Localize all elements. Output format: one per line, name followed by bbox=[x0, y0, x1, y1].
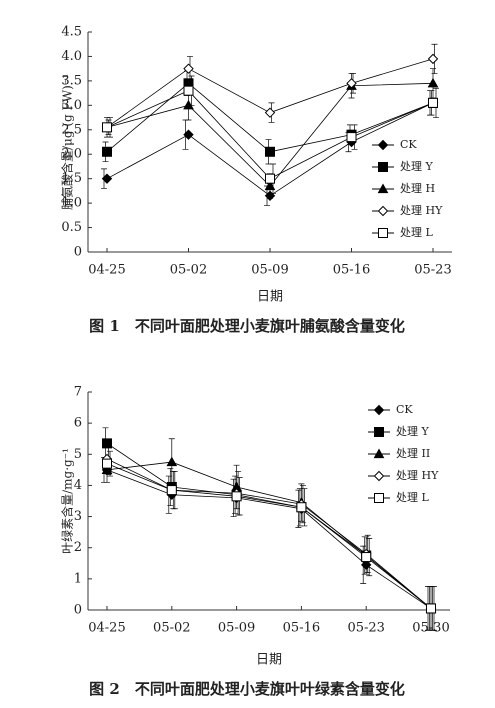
marker bbox=[183, 99, 194, 110]
y-tick-label: 0.5 bbox=[61, 220, 82, 235]
y-tick-label: 2.5 bbox=[61, 122, 82, 137]
legend-label: 处理 HY bbox=[396, 469, 439, 482]
caption: 图 1 不同叶面肥处理小麦旗叶脯氨酸含量变化 bbox=[89, 317, 405, 335]
y-tick-label: 4 bbox=[74, 478, 82, 493]
marker bbox=[427, 77, 439, 88]
marker bbox=[374, 427, 384, 437]
y-axis-label: 叶绿素含量/mg·g⁻¹ bbox=[60, 448, 75, 554]
legend-label: 处理 HY bbox=[400, 204, 443, 217]
y-axis-label: 脯氨酸含量/μg·(g FW)⁻¹ bbox=[60, 74, 75, 210]
legend-label: 处理 L bbox=[400, 226, 433, 239]
y-tick-label: 1.0 bbox=[61, 196, 82, 211]
marker bbox=[428, 97, 438, 108]
marker bbox=[166, 485, 177, 496]
x-tick-label: 05-02 bbox=[170, 263, 207, 278]
legend-label: CK bbox=[396, 403, 413, 416]
series-line bbox=[106, 469, 432, 609]
y-tick-label: 4.5 bbox=[61, 25, 82, 40]
x-tick-label: 04-25 bbox=[88, 263, 125, 278]
marker bbox=[377, 139, 389, 151]
series-line bbox=[106, 461, 432, 609]
marker bbox=[361, 552, 372, 563]
x-axis-label: 日期 bbox=[256, 653, 282, 668]
y-tick-label: 3 bbox=[74, 509, 82, 524]
series-line bbox=[106, 458, 432, 609]
series-line bbox=[106, 443, 432, 609]
legend-label: 处理 Y bbox=[400, 160, 433, 173]
marker bbox=[183, 85, 194, 96]
y-tick-label: 2 bbox=[74, 540, 82, 555]
series-line bbox=[106, 463, 432, 609]
y-tick-label: 5 bbox=[74, 447, 82, 462]
marker bbox=[264, 107, 276, 118]
y-tick-label: 2.0 bbox=[61, 147, 82, 162]
x-tick-label: 05-16 bbox=[333, 263, 370, 278]
x-tick-label: 05-16 bbox=[283, 621, 320, 636]
x-tick-label: 05-02 bbox=[153, 621, 190, 636]
marker bbox=[373, 404, 385, 416]
marker bbox=[426, 603, 436, 614]
y-tick-label: 3.0 bbox=[61, 98, 82, 113]
x-tick-label: 05-09 bbox=[218, 621, 255, 636]
x-tick-label: 05-23 bbox=[347, 621, 384, 636]
y-tick-label: 4.0 bbox=[61, 49, 82, 64]
marker bbox=[296, 502, 307, 513]
marker bbox=[427, 53, 439, 65]
y-tick-label: 7 bbox=[74, 385, 82, 400]
y-tick-label: 0 bbox=[74, 603, 82, 618]
x-tick-label: 05-09 bbox=[251, 263, 288, 278]
marker bbox=[101, 464, 113, 474]
marker bbox=[102, 122, 112, 133]
marker bbox=[265, 173, 275, 184]
x-axis-label: 日期 bbox=[257, 290, 283, 305]
marker bbox=[265, 146, 275, 157]
legend-label: CK bbox=[400, 138, 417, 151]
marker bbox=[183, 63, 194, 74]
marker bbox=[264, 180, 276, 191]
marker bbox=[102, 146, 112, 157]
y-tick-label: 1 bbox=[74, 571, 82, 586]
marker bbox=[346, 132, 357, 143]
marker bbox=[377, 205, 389, 217]
x-tick-label: 04-25 bbox=[88, 621, 125, 636]
y-tick-label: 3.5 bbox=[61, 73, 82, 88]
legend-label: 处理 Y bbox=[396, 425, 429, 438]
marker bbox=[378, 228, 388, 238]
marker bbox=[378, 162, 388, 172]
marker bbox=[373, 448, 385, 459]
marker bbox=[183, 129, 194, 140]
legend-label: 处理 II bbox=[396, 447, 430, 460]
y-tick-label: 1.5 bbox=[61, 171, 82, 186]
marker bbox=[373, 470, 385, 482]
y-tick-label: 6 bbox=[74, 416, 82, 431]
marker bbox=[377, 183, 389, 194]
marker bbox=[374, 493, 384, 503]
y-tick-label: 0 bbox=[74, 245, 82, 260]
marker bbox=[101, 173, 113, 184]
marker bbox=[166, 456, 178, 467]
marker bbox=[102, 458, 112, 469]
caption: 图 2 不同叶面肥处理小麦旗叶叶绿素含量变化 bbox=[89, 680, 405, 698]
legend-label: 处理 H bbox=[400, 182, 435, 195]
marker bbox=[346, 78, 357, 89]
marker bbox=[231, 491, 242, 502]
legend-label: 处理 L bbox=[396, 491, 429, 504]
x-tick-label: 05-23 bbox=[414, 263, 451, 278]
